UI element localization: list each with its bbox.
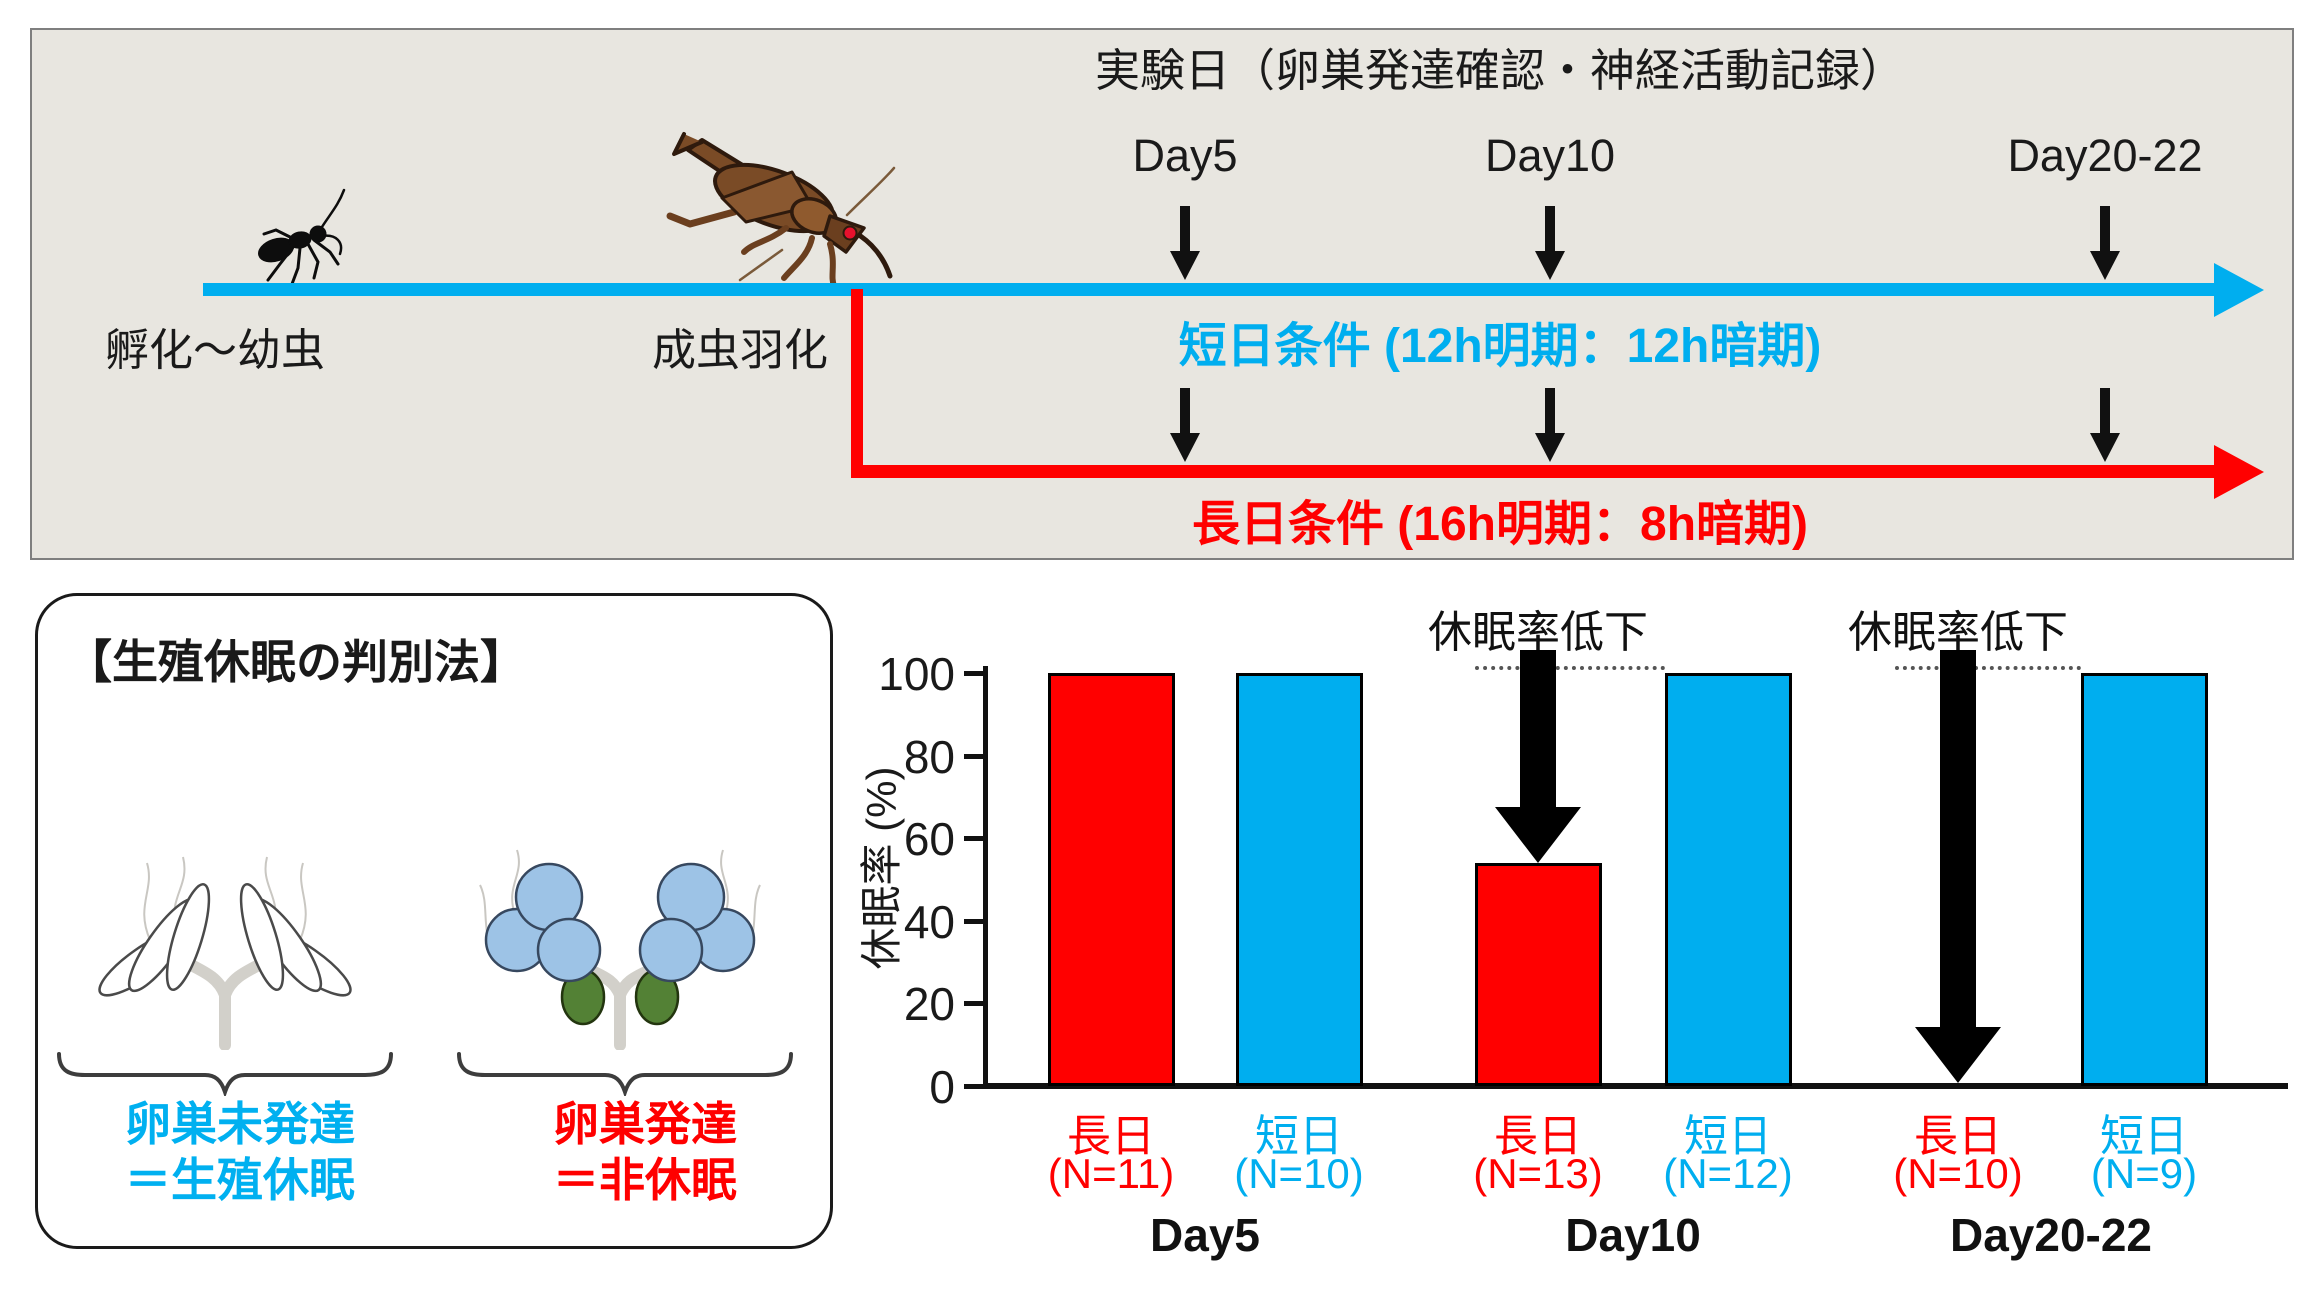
y-tick-label: 40 — [903, 895, 955, 948]
timeline-day-label: Day10 — [1484, 130, 1616, 181]
bar-n-label: (N=10) — [1893, 1150, 2023, 1197]
experiment-day-arrow-icon — [1170, 388, 1200, 467]
cricket-nymph-icon — [258, 188, 346, 286]
developed-ovary-label: 卵巣発達 ＝非休眠 — [460, 1096, 830, 1208]
group-day-label: Day5 — [1150, 1209, 1260, 1261]
undeveloped-ovary-label: 卵巣未発達 ＝生殖休眠 — [55, 1096, 425, 1208]
y-tick-mark — [964, 1084, 983, 1089]
bar-Day10-short_day — [1664, 673, 1792, 1086]
timeline-day-label: Day20-22 — [2007, 130, 2203, 181]
x-axis-line — [983, 1083, 2288, 1089]
y-tick-label: 0 — [929, 1061, 955, 1113]
group-day-label: Day10 — [1565, 1209, 1701, 1261]
experiment-day-arrow-icon — [1535, 206, 1565, 285]
developed-brace-icon — [457, 1052, 793, 1096]
long-day-branch-line — [851, 289, 863, 478]
bar-n-label: (N=10) — [1234, 1150, 1364, 1197]
bar-condition-label: 長日 — [1914, 1112, 2002, 1161]
developed-line1: 卵巣発達 — [553, 1098, 737, 1150]
experiment-day-arrow-icon — [2090, 388, 2120, 467]
bar-n-label: (N=12) — [1663, 1150, 1793, 1197]
y-axis-line — [983, 666, 988, 1089]
y-tick-label: 20 — [903, 978, 955, 1031]
experiment-day-title: 実験日（卵巣発達確認・神経活動記録） — [1094, 45, 1905, 96]
developed-line2: ＝非休眠 — [553, 1154, 737, 1207]
short-day-arrowhead-icon — [2214, 263, 2264, 317]
bar-condition-label: 短日 — [1255, 1112, 1343, 1161]
method-box-title: 【生殖休眠の判別法】 — [66, 636, 526, 688]
y-tick-mark — [964, 671, 983, 676]
y-tick-mark — [964, 836, 983, 842]
y-tick-mark — [964, 1001, 983, 1007]
bar-condition-label: 長日 — [1494, 1112, 1582, 1161]
adult-cricket-icon — [666, 132, 896, 289]
stage-label-hatch: 孵化～幼虫 — [105, 326, 325, 375]
bar-Day5-short_day — [1235, 673, 1363, 1086]
long-day-arrowhead-icon — [2214, 445, 2264, 499]
y-tick-label: 80 — [903, 730, 955, 783]
bar-n-label: (N=9) — [2090, 1150, 2198, 1197]
bar-condition-label: 長日 — [1067, 1112, 1155, 1161]
undeveloped-ovary-icon — [98, 856, 352, 1050]
y-tick-label: 100 — [878, 648, 955, 700]
annotation-text: 休眠率低下 — [1848, 608, 2068, 657]
long-day-condition-label: 長日条件 (16h明期：8h暗期) — [1191, 498, 1809, 551]
bar-Day10-long_day — [1474, 862, 1602, 1086]
bar-condition-label: 短日 — [1684, 1112, 1772, 1161]
bar-n-label: (N=11) — [1047, 1150, 1175, 1197]
short-day-timeline-line — [203, 283, 2216, 296]
developed-ovary-icon — [479, 849, 761, 1050]
timeline-day-label: Day5 — [1132, 130, 1238, 181]
bar-Day20-22-short_day — [2080, 673, 2208, 1086]
y-tick-label: 60 — [903, 813, 955, 866]
experiment-day-arrow-icon — [2090, 206, 2120, 285]
bar-Day5-long_day — [1047, 673, 1175, 1086]
undeveloped-line1: 卵巣未発達 — [125, 1098, 355, 1150]
stage-label-emergence: 成虫羽化 — [652, 326, 828, 375]
short-day-condition-label: 短日条件 (12h明期：12h暗期) — [1178, 320, 1822, 373]
annotation-dotted-line — [1894, 666, 2081, 670]
y-tick-mark — [964, 918, 983, 924]
group-day-label: Day20-22 — [1949, 1209, 2153, 1261]
decrease-arrow-icon — [1493, 650, 1583, 868]
annotation-dotted-line — [1474, 666, 1665, 670]
decrease-arrow-icon — [1913, 650, 2003, 1088]
undeveloped-line2: ＝生殖休眠 — [125, 1154, 355, 1207]
experiment-day-arrow-icon — [1170, 206, 1200, 285]
y-tick-mark — [964, 753, 983, 759]
annotation-text: 休眠率低下 — [1428, 608, 1648, 657]
undeveloped-brace-icon — [57, 1052, 393, 1096]
long-day-timeline-line — [851, 465, 2216, 478]
experiment-day-arrow-icon — [1535, 388, 1565, 467]
bar-n-label: (N=13) — [1473, 1150, 1603, 1197]
bar-condition-label: 短日 — [2100, 1112, 2188, 1161]
